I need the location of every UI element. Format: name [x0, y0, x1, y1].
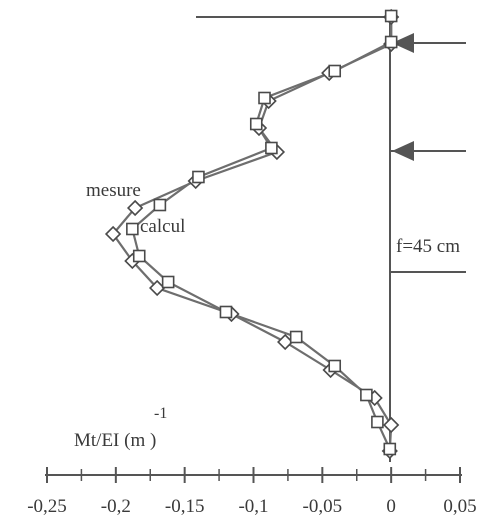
data-point-calcul [192, 170, 205, 184]
x-tick-label: 0,05 [443, 496, 476, 517]
data-point-calcul [384, 9, 398, 23]
data-point-calcul [153, 198, 167, 212]
legend-label-mesure: mesure [86, 180, 141, 201]
x-tick-label: -0,15 [165, 496, 205, 517]
data-point-calcul [161, 275, 175, 289]
data-point-calcul [258, 91, 271, 105]
data-point-calcul [289, 330, 303, 344]
x-tick-label: 0 [386, 496, 396, 517]
data-point-mesure [104, 225, 122, 243]
data-point-mesure [149, 279, 166, 297]
data-point-mesure [277, 333, 294, 351]
data-point-calcul [371, 415, 384, 429]
x-tick-label: -0,1 [238, 496, 268, 517]
data-point-calcul [328, 359, 342, 373]
data-point-calcul [219, 305, 233, 319]
f-annotation: f=45 cm [396, 236, 460, 257]
x-tick-label: -0,25 [27, 496, 67, 517]
series-layer [104, 8, 400, 460]
data-point-calcul [265, 141, 278, 155]
data-point-mesure [126, 199, 144, 217]
data-point-calcul [126, 222, 139, 236]
x-tick-label: -0,2 [101, 496, 131, 517]
reference-lines [196, 16, 466, 462]
x-axis: -0,25 -0,2 -0,15 -0,1 -0,05 0 0,05 [27, 467, 477, 517]
data-point-mesure [383, 416, 400, 434]
data-point-calcul [328, 64, 342, 78]
x-axis-title-exponent: -1 [154, 405, 167, 422]
data-point-calcul [132, 249, 146, 263]
data-point-calcul [384, 35, 398, 49]
lower-load-arrow-icon [392, 141, 414, 161]
upper-load-arrow-icon [392, 33, 414, 53]
x-tick-label: -0,05 [303, 496, 343, 517]
legend-label-calcul: calcul [140, 216, 185, 237]
data-point-calcul [383, 442, 397, 456]
data-point-calcul [360, 388, 373, 402]
data-point-calcul [249, 117, 263, 131]
x-axis-title: Mt/EI (m ) [74, 430, 156, 451]
